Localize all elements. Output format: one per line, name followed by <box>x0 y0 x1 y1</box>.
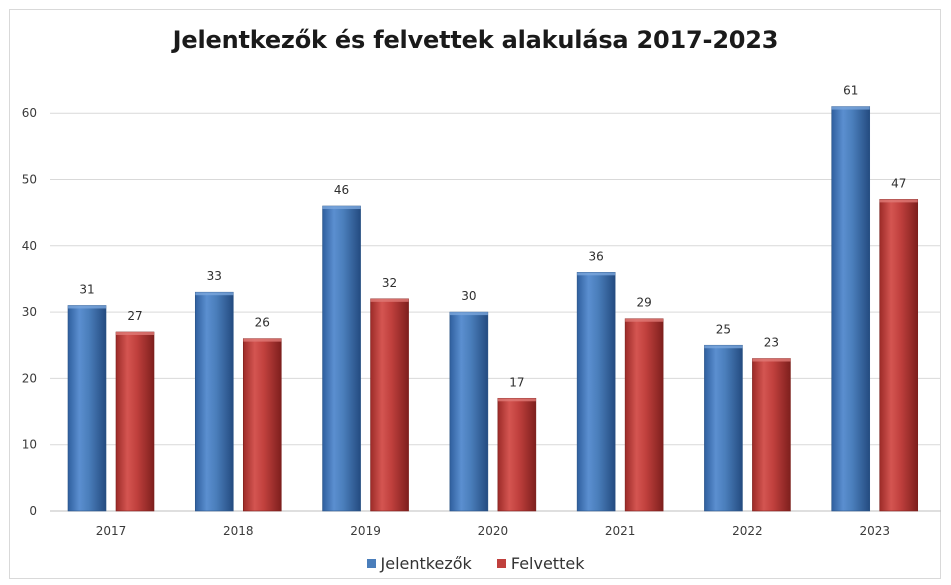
legend-swatch-jelentkezok <box>366 559 376 568</box>
data-label: 17 <box>509 375 524 389</box>
y-tick-label: 50 <box>22 173 37 187</box>
data-label: 36 <box>589 249 604 263</box>
bar-felvettek-2023 <box>879 199 919 512</box>
bar-cap <box>577 272 616 276</box>
data-label: 32 <box>382 276 397 290</box>
bar-cap <box>116 331 154 335</box>
bar-cap <box>625 318 664 322</box>
data-label: 30 <box>461 289 476 303</box>
bar-cap <box>195 292 234 296</box>
y-tick-label: 40 <box>22 239 37 253</box>
bar-cap <box>497 398 536 402</box>
y-tick-label: 60 <box>22 106 37 120</box>
x-tick-label: 2023 <box>859 524 890 538</box>
bar-cap <box>752 358 791 362</box>
chart-title: Jelentkezők és felvettek alakulása 2017-… <box>172 26 779 54</box>
y-tick-label: 0 <box>29 504 37 518</box>
bar-felvettek-2018 <box>242 338 282 512</box>
bar-felvettek-2022 <box>752 358 791 512</box>
legend-item-jelentkezok: Jelentkezők <box>366 554 472 573</box>
data-label: 26 <box>255 316 270 330</box>
x-tick-label: 2020 <box>478 524 509 538</box>
legend-item-felvettek: Felvettek <box>496 554 585 573</box>
y-tick-label: 10 <box>22 438 37 452</box>
bar-felvettek-2019 <box>370 298 409 512</box>
y-tick-label: 30 <box>22 305 37 319</box>
bar-cap <box>322 206 361 210</box>
data-label: 29 <box>637 296 652 310</box>
bar-cap <box>243 338 282 342</box>
legend-label-jelentkezok: Jelentkezők <box>380 554 472 573</box>
bar-jelentkezok-2021 <box>576 272 616 512</box>
data-label: 31 <box>79 282 94 296</box>
bar-jelentkezok-2020 <box>449 311 489 512</box>
bar-cap <box>879 199 918 203</box>
x-tick-label: 2017 <box>96 524 127 538</box>
data-label: 46 <box>334 183 349 197</box>
bar-cap <box>449 312 488 316</box>
x-tick-label: 2022 <box>732 524 763 538</box>
bar-felvettek-2017 <box>115 331 155 512</box>
legend-swatch-felvettek <box>496 559 506 568</box>
bar-cap <box>68 305 106 309</box>
x-tick-label: 2019 <box>350 524 381 538</box>
bar-cap <box>831 106 870 110</box>
bar-jelentkezok-2018 <box>194 291 234 512</box>
data-label: 61 <box>843 84 858 98</box>
data-label: 33 <box>207 269 222 283</box>
legend-label-felvettek: Felvettek <box>510 554 585 573</box>
data-label: 23 <box>764 336 779 350</box>
x-tick-label: 2021 <box>605 524 636 538</box>
legend: Jelentkezők Felvettek <box>0 553 951 573</box>
data-label: 27 <box>127 309 142 323</box>
y-tick-label: 20 <box>22 371 37 385</box>
bar-jelentkezok-2017 <box>67 305 107 512</box>
bar-felvettek-2020 <box>497 397 537 512</box>
bar-jelentkezok-2022 <box>704 344 743 512</box>
bar-felvettek-2021 <box>624 318 664 512</box>
bar-jelentkezok-2019 <box>322 205 361 512</box>
x-tick-label: 2018 <box>223 524 254 538</box>
data-label: 25 <box>716 322 731 336</box>
bar-cap <box>370 298 409 302</box>
bar-cap <box>704 345 743 349</box>
bar-jelentkezok-2023 <box>831 106 871 512</box>
data-label: 47 <box>891 176 906 190</box>
